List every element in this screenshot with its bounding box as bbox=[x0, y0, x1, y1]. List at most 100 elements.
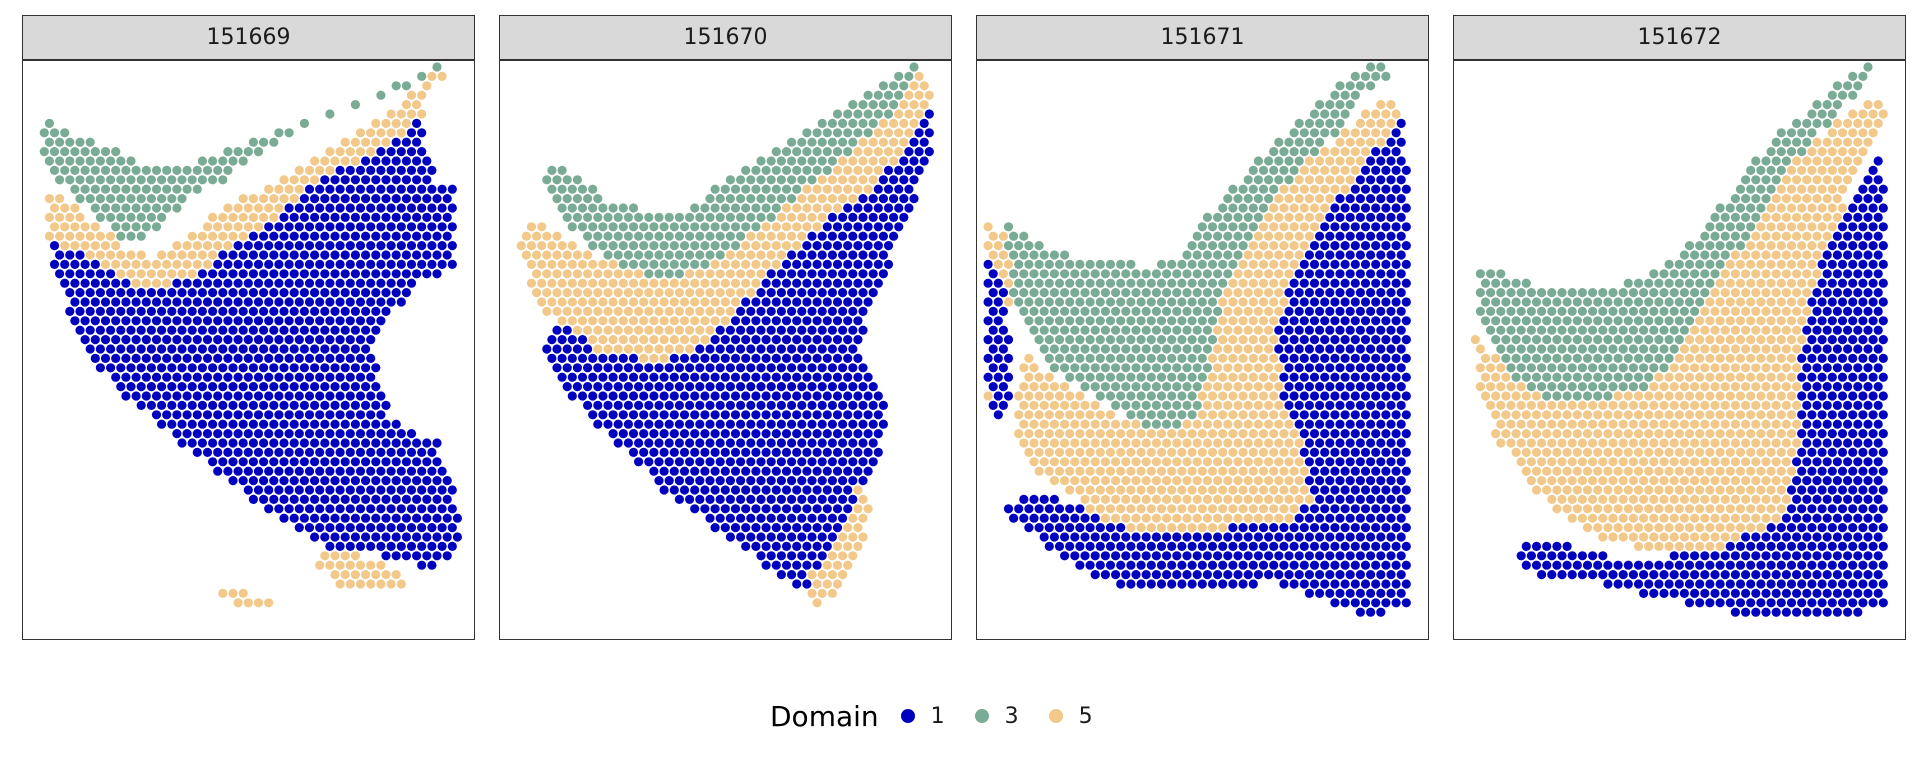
spot-domain-1 bbox=[1391, 297, 1401, 307]
spot-domain-5 bbox=[406, 90, 417, 100]
spot-domain-5 bbox=[1776, 316, 1786, 326]
spot-domain-1 bbox=[264, 466, 274, 476]
spot-domain-1 bbox=[1360, 560, 1371, 570]
spot-domain-5 bbox=[1304, 494, 1314, 504]
spot-domain-5 bbox=[1264, 438, 1274, 448]
spot-domain-1 bbox=[1187, 541, 1197, 551]
spot-domain-1 bbox=[812, 335, 822, 345]
spot-domain-5 bbox=[1284, 269, 1294, 279]
spot-domain-1 bbox=[1299, 335, 1309, 345]
spot-domain-5 bbox=[80, 222, 90, 232]
spot-domain-3 bbox=[1577, 363, 1587, 373]
spot-domain-5 bbox=[1360, 147, 1371, 157]
spot-domain-1 bbox=[664, 438, 674, 448]
spot-domain-1 bbox=[335, 372, 345, 382]
spot-domain-5 bbox=[1690, 344, 1700, 354]
spot-domain-5 bbox=[1258, 222, 1269, 232]
spot-domain-3 bbox=[1162, 382, 1172, 392]
spot-domain-1 bbox=[197, 400, 207, 410]
spot-domain-5 bbox=[572, 288, 582, 298]
spot-domain-1 bbox=[131, 372, 141, 382]
spot-domain-5 bbox=[1294, 476, 1304, 486]
spot-domain-3 bbox=[1751, 194, 1761, 204]
spot-domain-3 bbox=[1710, 212, 1720, 222]
spot-domain-5 bbox=[162, 259, 172, 269]
spot-domain-1 bbox=[623, 438, 633, 448]
spot-domain-1 bbox=[243, 297, 253, 307]
spot-domain-5 bbox=[55, 194, 65, 204]
spot-domain-3 bbox=[1162, 288, 1172, 298]
spot-domain-1 bbox=[192, 316, 202, 326]
spot-domain-1 bbox=[330, 269, 340, 279]
spot-domain-3 bbox=[1090, 325, 1100, 335]
spot-domain-5 bbox=[1202, 419, 1212, 429]
spot-domain-1 bbox=[659, 391, 669, 401]
spot-domain-1 bbox=[725, 382, 735, 392]
spot-domain-5 bbox=[1146, 429, 1156, 439]
spot-domain-1 bbox=[1350, 259, 1360, 269]
spot-domain-5 bbox=[659, 316, 669, 326]
spot-domain-1 bbox=[233, 316, 243, 326]
spot-domain-1 bbox=[213, 372, 223, 382]
spot-domain-1 bbox=[350, 231, 360, 241]
spot-domain-3 bbox=[1100, 269, 1110, 279]
spot-domain-5 bbox=[889, 118, 899, 128]
spot-domain-3 bbox=[1167, 335, 1177, 345]
spot-domain-1 bbox=[315, 353, 325, 363]
spot-domain-3 bbox=[1858, 71, 1868, 81]
spot-domain-3 bbox=[822, 128, 832, 138]
spot-domain-5 bbox=[330, 156, 340, 166]
spot-domain-3 bbox=[151, 184, 162, 194]
spot-domain-1 bbox=[1878, 222, 1888, 232]
spot-domain-1 bbox=[1843, 269, 1853, 279]
spot-domain-1 bbox=[177, 306, 187, 316]
spot-domain-1 bbox=[802, 241, 812, 251]
spot-domain-1 bbox=[325, 184, 335, 194]
spot-domain-3 bbox=[1848, 90, 1858, 100]
spot-domain-5 bbox=[1797, 222, 1807, 232]
spot-domain-1 bbox=[792, 316, 802, 326]
spot-domain-1 bbox=[878, 250, 888, 260]
spot-domain-1 bbox=[55, 269, 65, 279]
spot-domain-1 bbox=[1172, 570, 1182, 580]
spot-domain-3 bbox=[1151, 382, 1161, 392]
spot-domain-1 bbox=[1350, 316, 1360, 326]
spot-domain-1 bbox=[822, 259, 832, 269]
spot-domain-1 bbox=[284, 335, 294, 345]
spot-domain-1 bbox=[1340, 241, 1350, 251]
spot-domain-3 bbox=[552, 175, 562, 185]
spot-domain-5 bbox=[1284, 212, 1294, 222]
spot-domain-1 bbox=[1868, 353, 1878, 363]
spot-domain-1 bbox=[248, 400, 258, 410]
spot-domain-5 bbox=[1756, 372, 1766, 382]
spot-domain-1 bbox=[1294, 306, 1304, 316]
spot-domain-1 bbox=[1355, 306, 1365, 316]
spot-domain-1 bbox=[1371, 485, 1381, 495]
spot-domain-5 bbox=[1730, 250, 1740, 260]
spot-domain-1 bbox=[843, 504, 853, 514]
spot-domain-3 bbox=[1192, 269, 1202, 279]
spot-domain-1 bbox=[1848, 278, 1858, 288]
spot-domain-1 bbox=[299, 325, 309, 335]
spot-domain-1 bbox=[1330, 297, 1340, 307]
spot-domain-5 bbox=[141, 259, 151, 269]
spot-domain-1 bbox=[345, 222, 355, 232]
spot-domain-5 bbox=[401, 118, 411, 128]
spot-domain-3 bbox=[1238, 241, 1248, 251]
spot-domain-5 bbox=[1207, 429, 1218, 439]
spot-domain-3 bbox=[1049, 325, 1059, 335]
spot-domain-5 bbox=[340, 551, 350, 561]
spot-domain-3 bbox=[1776, 165, 1786, 175]
spot-domain-3 bbox=[111, 222, 121, 232]
spot-domain-1 bbox=[751, 372, 761, 382]
spot-domain-5 bbox=[1858, 147, 1868, 157]
spot-domain-1 bbox=[90, 335, 100, 345]
spot-domain-5 bbox=[1475, 344, 1485, 354]
spot-domain-5 bbox=[542, 288, 552, 298]
spot-domain-1 bbox=[1827, 316, 1837, 326]
spot-domain-1 bbox=[1019, 513, 1029, 523]
spot-domain-1 bbox=[406, 165, 417, 175]
spot-domain-1 bbox=[1355, 494, 1365, 504]
spot-domain-5 bbox=[720, 297, 730, 307]
spot-domain-1 bbox=[1141, 570, 1151, 580]
